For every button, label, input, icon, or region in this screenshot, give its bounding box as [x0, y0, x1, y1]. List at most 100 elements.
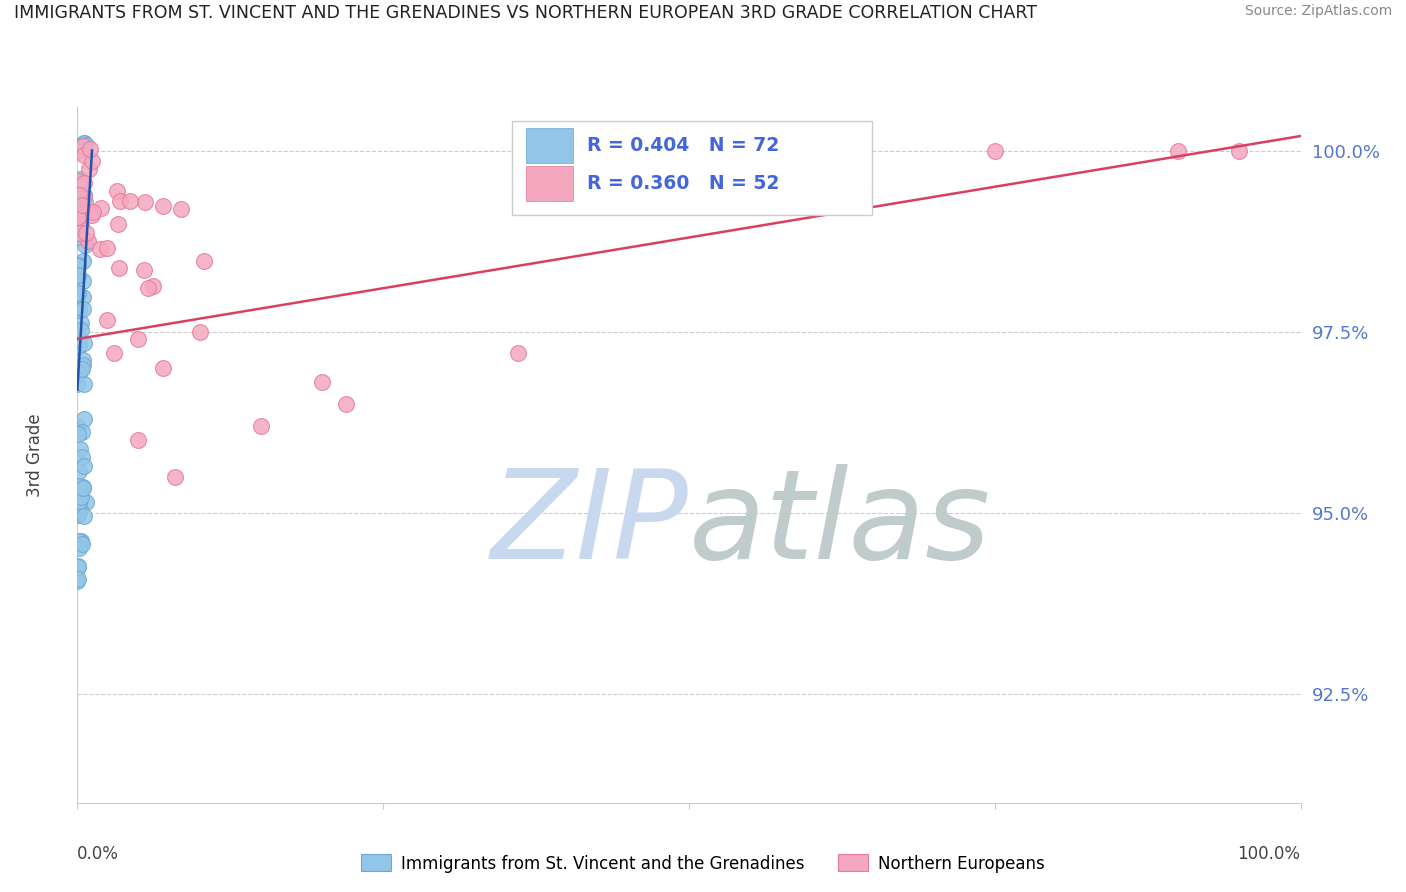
Point — [72, 376, 94, 391]
Point — [69, 182, 91, 196]
Point — [67, 174, 90, 188]
Point — [108, 194, 131, 209]
Point — [170, 202, 193, 216]
Point — [72, 275, 94, 289]
Point — [66, 285, 89, 299]
Point — [67, 367, 90, 381]
Point — [67, 211, 90, 226]
Point — [67, 218, 90, 232]
Point — [79, 142, 101, 156]
Point — [193, 254, 215, 268]
Point — [67, 541, 90, 555]
Point — [984, 144, 1007, 158]
Text: 0.0%: 0.0% — [77, 845, 120, 863]
Point — [67, 211, 90, 225]
Point — [107, 217, 129, 231]
Point — [73, 194, 96, 209]
Point — [69, 212, 91, 227]
Point — [103, 346, 125, 360]
Point — [75, 494, 97, 508]
Point — [75, 138, 97, 153]
Point — [67, 332, 90, 346]
Point — [66, 560, 89, 574]
Point — [70, 198, 93, 212]
Point — [67, 508, 90, 522]
Point — [66, 258, 89, 272]
Point — [67, 176, 90, 190]
Point — [67, 499, 90, 513]
Text: IMMIGRANTS FROM ST. VINCENT AND THE GRENADINES VS NORTHERN EUROPEAN 3RD GRADE CO: IMMIGRANTS FROM ST. VINCENT AND THE GREN… — [14, 4, 1038, 22]
Point — [506, 346, 529, 360]
Point — [311, 376, 333, 390]
Point — [67, 219, 90, 233]
Point — [188, 325, 211, 339]
Point — [73, 189, 96, 203]
Point — [96, 313, 118, 327]
Point — [152, 361, 174, 376]
Point — [132, 263, 155, 277]
Point — [69, 187, 91, 202]
Text: 3rd Grade: 3rd Grade — [25, 413, 44, 497]
Point — [67, 268, 90, 282]
FancyBboxPatch shape — [512, 121, 872, 215]
Point — [72, 481, 94, 495]
Point — [72, 139, 94, 153]
Point — [72, 301, 94, 316]
Point — [67, 229, 90, 244]
Point — [152, 199, 174, 213]
Point — [69, 184, 91, 198]
Point — [73, 458, 96, 473]
Point — [66, 420, 89, 434]
Point — [136, 281, 159, 295]
Point — [66, 208, 89, 222]
Point — [70, 323, 93, 337]
Point — [75, 226, 97, 240]
Point — [76, 234, 98, 248]
Point — [73, 509, 96, 524]
Point — [1229, 144, 1251, 158]
Point — [67, 426, 90, 441]
Text: Source: ZipAtlas.com: Source: ZipAtlas.com — [1244, 4, 1392, 19]
Point — [67, 260, 90, 274]
Text: ZIP: ZIP — [491, 464, 689, 585]
Point — [72, 136, 94, 151]
Point — [73, 136, 96, 151]
Point — [105, 184, 128, 198]
Point — [72, 352, 94, 367]
Legend: Immigrants from St. Vincent and the Grenadines, Northern Europeans: Immigrants from St. Vincent and the Gren… — [354, 847, 1052, 880]
Text: 100.0%: 100.0% — [1237, 845, 1301, 863]
Point — [108, 260, 131, 275]
Point — [67, 339, 90, 353]
Point — [66, 574, 89, 588]
Point — [79, 161, 101, 176]
Text: R = 0.360   N = 52: R = 0.360 N = 52 — [588, 174, 780, 193]
Point — [67, 495, 90, 509]
Point — [69, 217, 91, 231]
Point — [69, 503, 91, 517]
Point — [72, 207, 94, 221]
Point — [67, 464, 90, 478]
FancyBboxPatch shape — [526, 166, 572, 201]
Point — [134, 194, 156, 209]
Point — [69, 442, 91, 456]
Point — [73, 238, 96, 252]
Point — [72, 358, 94, 372]
Point — [73, 336, 96, 351]
Point — [66, 285, 89, 300]
Point — [69, 199, 91, 213]
Point — [73, 412, 96, 426]
Point — [66, 377, 89, 392]
Point — [127, 332, 149, 346]
Point — [82, 154, 104, 169]
Point — [165, 469, 187, 483]
Point — [72, 254, 94, 268]
Point — [73, 147, 96, 161]
Point — [70, 425, 93, 439]
Text: atlas: atlas — [689, 464, 991, 585]
Point — [90, 201, 112, 215]
Point — [69, 490, 91, 504]
Point — [250, 419, 273, 434]
Point — [67, 229, 90, 244]
Point — [67, 303, 90, 318]
Point — [120, 194, 142, 209]
